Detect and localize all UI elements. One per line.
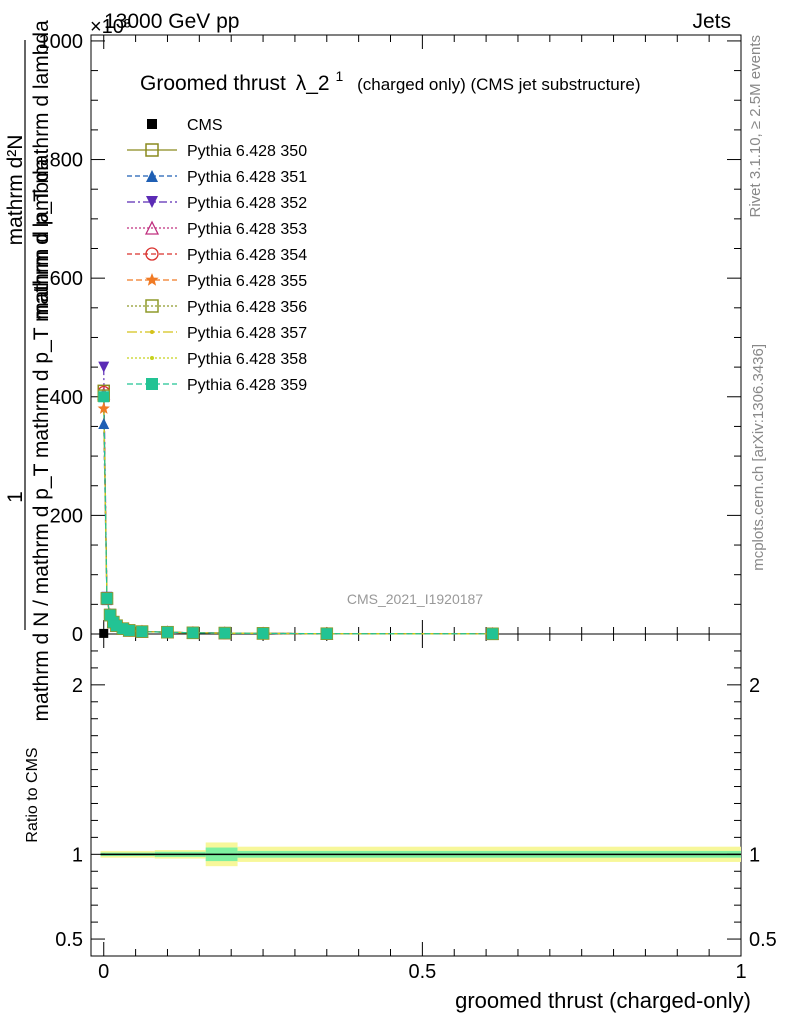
data-point-359 bbox=[110, 620, 122, 632]
data-point-352 bbox=[98, 361, 110, 373]
ratio-y-tick-label-left: 0.5 bbox=[55, 929, 83, 951]
x-axis-label: groomed thrust (charged-only) bbox=[455, 988, 751, 1013]
header-right: Jets bbox=[692, 10, 731, 33]
mcplots-label: mcplots.cern.ch [arXiv:1306.3436] bbox=[750, 344, 767, 571]
legend-label: Pythia 6.428 354 bbox=[187, 247, 307, 264]
y-tick-label: 200 bbox=[50, 505, 83, 527]
y-tick-label: 1000 bbox=[39, 31, 84, 53]
data-point-359 bbox=[123, 624, 135, 636]
ratio-y-tick-label-right: 0.5 bbox=[749, 929, 777, 951]
data-point-cms bbox=[99, 628, 109, 638]
main-y-ticks: 0 200 400 600 800 1000 bbox=[39, 31, 741, 646]
legend-label: Pythia 6.428 358 bbox=[187, 351, 307, 368]
legend-marker bbox=[150, 330, 154, 334]
legend-label: CMS bbox=[187, 117, 223, 134]
data-point-359 bbox=[187, 627, 199, 639]
legend-marker bbox=[145, 299, 159, 313]
data-point-359 bbox=[257, 627, 269, 639]
y-axis-label-numerator: mathrm d p_T mathrm d lambda bbox=[30, 20, 53, 320]
legend-marker bbox=[145, 273, 159, 286]
header-left: 13000 GeV pp bbox=[104, 10, 239, 33]
ratio-y-axis-label: Ratio to CMS bbox=[24, 747, 41, 842]
data-point-359 bbox=[117, 623, 129, 635]
legend-marker bbox=[145, 247, 159, 261]
y-tick-label: 0 bbox=[72, 624, 83, 646]
legend-label: Pythia 6.428 357 bbox=[187, 325, 307, 342]
legend-label: Pythia 6.428 356 bbox=[187, 299, 307, 316]
legend-marker bbox=[146, 170, 158, 182]
data-point-359 bbox=[98, 391, 110, 403]
legend-marker bbox=[144, 220, 160, 235]
rivet-label: Rivet 3.1.10, ≥ 2.5M events bbox=[747, 35, 764, 218]
legend-label: Pythia 6.428 351 bbox=[187, 169, 307, 186]
x-tick-label: 1 bbox=[735, 961, 746, 983]
legend-marker bbox=[150, 356, 154, 360]
y-tick-label: 800 bbox=[50, 150, 83, 172]
data-point-351 bbox=[98, 417, 110, 429]
ratio-y-tick-label-right: 1 bbox=[749, 844, 760, 866]
data-point-359 bbox=[161, 626, 173, 638]
data-point-359 bbox=[219, 627, 231, 639]
ratio-y-ticks: 0.5 0.5 1 1 2 2 bbox=[55, 650, 777, 951]
plot-title-sup: 1 bbox=[335, 68, 343, 84]
data-point-359 bbox=[101, 592, 113, 604]
y-axis-label-top: mathrm d²N bbox=[4, 135, 27, 246]
data-point-359 bbox=[486, 628, 498, 640]
legend-label: Pythia 6.428 355 bbox=[187, 273, 307, 290]
y-tick-label: 600 bbox=[50, 268, 83, 290]
plot-title-note: (charged only) (CMS jet substructure) bbox=[357, 75, 640, 94]
plot-title-symbol: λ_2 bbox=[296, 72, 330, 95]
legend-label: Pythia 6.428 353 bbox=[187, 221, 307, 238]
legend-marker bbox=[145, 143, 159, 157]
y-axis-label-denominator: mathrm d N / mathrm d p_T mathrm d p_T m… bbox=[30, 158, 53, 721]
series-line-358 bbox=[103, 397, 493, 635]
header-exponent: ×10³ bbox=[90, 16, 131, 38]
data-point-359 bbox=[136, 626, 148, 638]
legend-label: Pythia 6.428 359 bbox=[187, 377, 307, 394]
data-point-359 bbox=[104, 609, 116, 621]
analysis-watermark: CMS_2021_I1920187 bbox=[347, 591, 483, 607]
ratio-plot-frame bbox=[90, 633, 742, 957]
legend: CMS Pythia 6.428 350 Pythia 6.428 351 Pythi… bbox=[127, 117, 307, 394]
ratio-y-tick-label-left: 1 bbox=[72, 844, 83, 866]
plot-title: Groomed thrust λ_2 1 (charged only) (CMS… bbox=[140, 63, 641, 95]
data-point-355 bbox=[97, 402, 110, 414]
legend-marker bbox=[146, 196, 158, 208]
legend-label: Pythia 6.428 350 bbox=[187, 143, 307, 160]
y-axis-label-numerator-one: 1 bbox=[4, 491, 27, 503]
ratio-y-tick-label-left: 2 bbox=[72, 675, 83, 697]
legend-label: Pythia 6.428 352 bbox=[187, 195, 307, 212]
legend-marker bbox=[147, 119, 157, 129]
legend-marker bbox=[146, 378, 158, 390]
ratio-y-tick-label-right: 2 bbox=[749, 675, 760, 697]
x-tick-label: 0.5 bbox=[408, 961, 436, 983]
x-tick-label: 0 bbox=[98, 961, 109, 983]
series-markers bbox=[97, 361, 500, 641]
plot-title-main: Groomed thrust bbox=[140, 72, 286, 95]
y-tick-label: 400 bbox=[50, 387, 83, 409]
data-point-359 bbox=[321, 628, 333, 640]
